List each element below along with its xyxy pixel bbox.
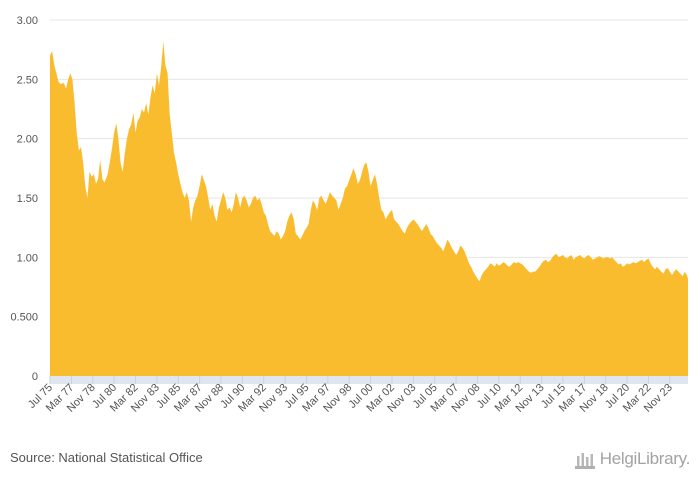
- y-tick-label: 3.00: [17, 15, 38, 27]
- y-tick-label: 1.00: [17, 252, 38, 264]
- library-columns-icon: [574, 453, 595, 469]
- source-note: Source: National Statistical Office: [10, 450, 203, 465]
- chart-area-series: [50, 41, 688, 377]
- x-axis-band: [50, 376, 688, 384]
- logo-text: HelgiLibrary.: [599, 449, 691, 468]
- y-axis-labels: 0 0.500 1.00 1.50 2.00 2.50 3.00: [10, 15, 38, 383]
- chart-footer: Source: National Statistical Office Helg…: [0, 436, 700, 483]
- y-tick-label: 2.00: [17, 134, 38, 146]
- helgilibrary-logo[interactable]: HelgiLibrary.: [573, 446, 690, 472]
- y-tick-label: 1.50: [17, 193, 38, 205]
- y-tick-label: 0.500: [10, 312, 38, 324]
- y-tick-label: 2.50: [17, 74, 38, 86]
- y-tick-label: 0: [32, 371, 38, 383]
